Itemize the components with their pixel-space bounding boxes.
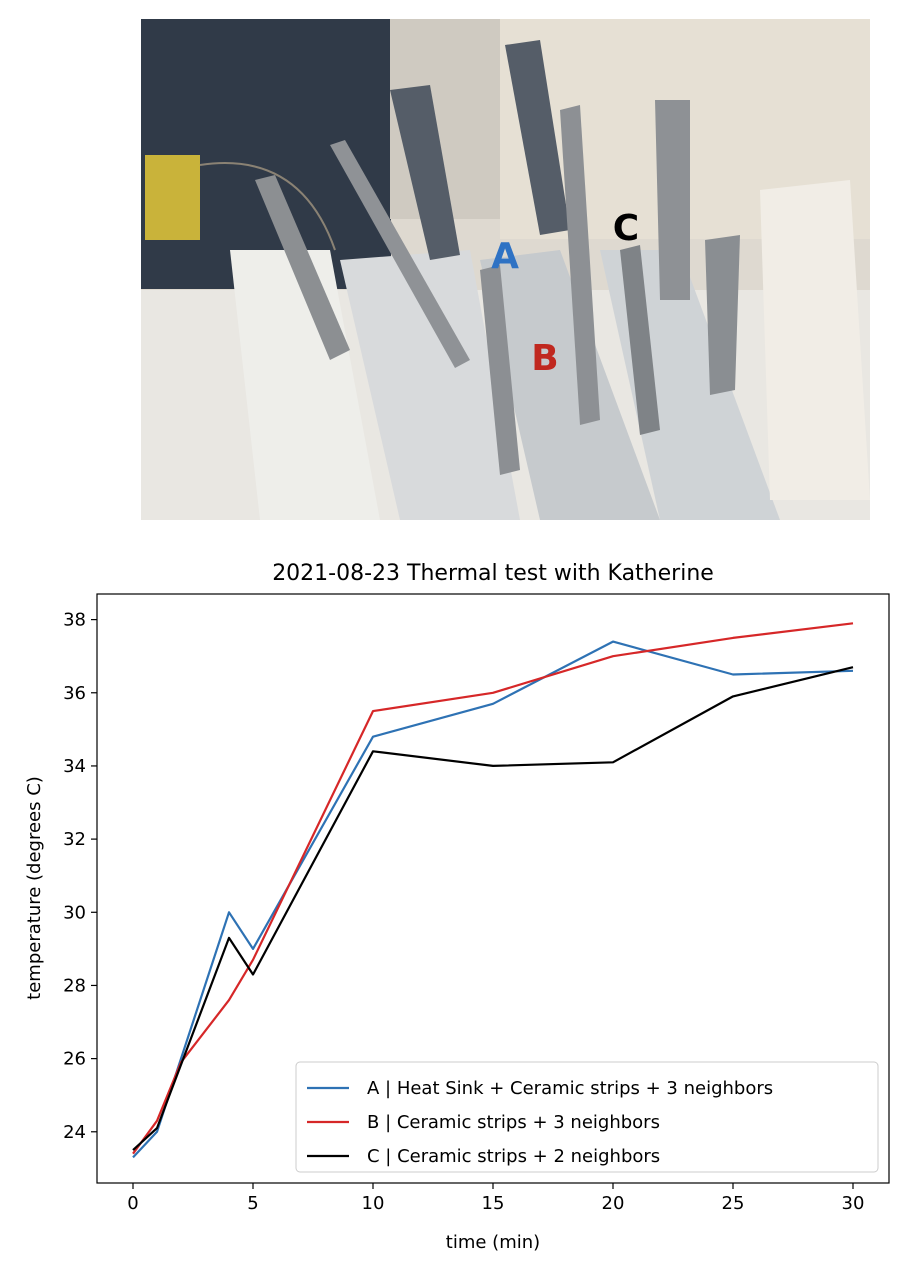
x-tick-label: 0	[127, 1193, 138, 1214]
fin-2	[330, 140, 470, 368]
thermocouple-connector	[145, 155, 200, 240]
y-tick-label: 38	[63, 610, 86, 631]
y-tick-label: 26	[63, 1049, 86, 1070]
y-axis: 24 26 28 30 32 34 36 38	[63, 610, 97, 1143]
series-line-b	[132, 622, 854, 1155]
x-tick-label: 15	[482, 1193, 505, 1214]
heat-sink-1	[390, 85, 460, 260]
photo-label-a: A	[491, 236, 519, 277]
thermal-chart: 2021-08-23 Thermal test with Katherine 0…	[24, 561, 890, 1253]
thermocouple-wire	[199, 162, 336, 251]
x-tick-label: 25	[722, 1193, 745, 1214]
series-layer	[132, 622, 854, 1159]
y-tick-label: 36	[63, 683, 86, 704]
mount-block-1	[230, 250, 380, 520]
dark-panel	[141, 19, 391, 289]
mount-block-2	[340, 250, 520, 520]
legend-label-a: A | Heat Sink + Ceramic strips + 3 neigh…	[367, 1078, 773, 1099]
fin-4	[560, 105, 600, 425]
legend-label-b: B | Ceramic strips + 3 neighbors	[367, 1112, 660, 1133]
fin-5	[620, 245, 660, 435]
photo-label-c: C	[613, 208, 639, 249]
chart-title: 2021-08-23 Thermal test with Katherine	[272, 561, 714, 586]
x-axis: 0 5 10 15 20 25 30	[127, 1183, 864, 1214]
fin-6	[655, 100, 690, 300]
x-tick-label: 5	[247, 1193, 258, 1214]
x-tick-label: 10	[362, 1193, 385, 1214]
x-tick-label: 20	[602, 1193, 625, 1214]
series-line-a	[132, 640, 854, 1159]
fin-3	[480, 265, 520, 475]
legend-box	[295, 1061, 879, 1173]
y-axis-label: temperature (degrees C)	[24, 776, 45, 1000]
y-tick-label: 30	[63, 902, 86, 923]
fin-1	[255, 175, 350, 360]
x-axis-label: time (min)	[446, 1232, 540, 1253]
series-line-c	[132, 666, 854, 1151]
y-tick-label: 34	[63, 756, 86, 777]
legend: A | Heat Sink + Ceramic strips + 3 neigh…	[295, 1061, 879, 1173]
legend-label-c: C | Ceramic strips + 2 neighbors	[367, 1146, 660, 1167]
y-tick-label: 24	[63, 1122, 86, 1143]
mount-block-3	[480, 250, 660, 520]
y-tick-label: 28	[63, 975, 86, 996]
y-tick-label: 32	[63, 829, 86, 850]
mount-block-right	[760, 180, 870, 500]
test-setup-photo: A B C	[141, 19, 870, 520]
heat-sink-2	[505, 40, 570, 235]
fin-7	[705, 235, 740, 395]
photo-label-b: B	[531, 338, 558, 379]
x-tick-label: 30	[842, 1193, 865, 1214]
